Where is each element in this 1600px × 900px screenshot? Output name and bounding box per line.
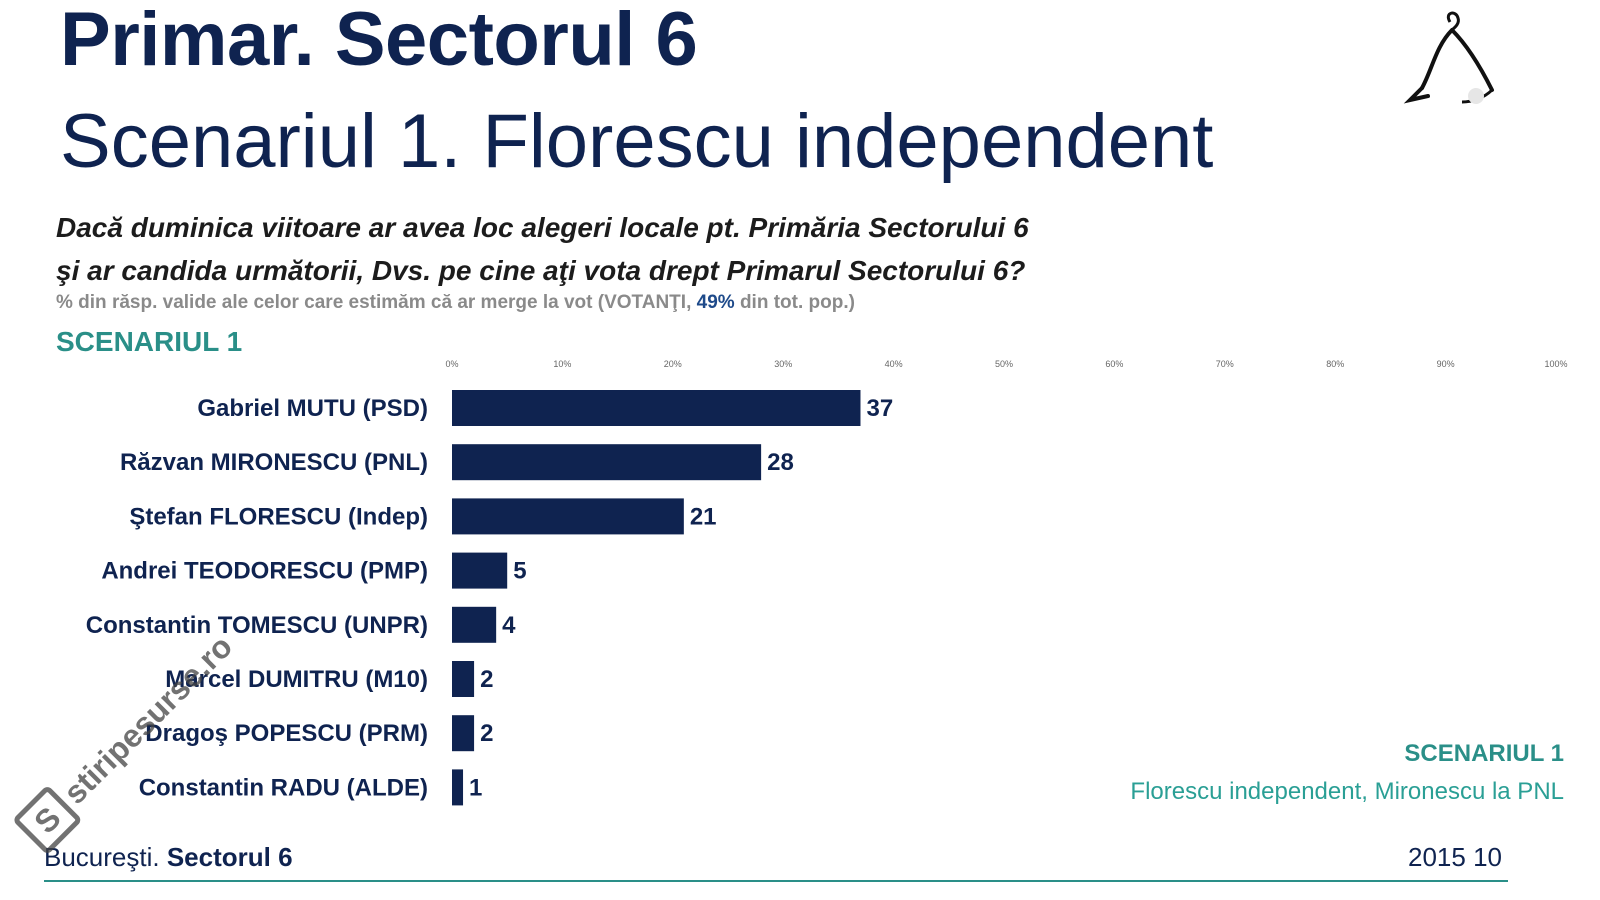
value-label: 5 (513, 558, 526, 585)
question-line-2: şi ar candida următorii, Dvs. pe cine aţ… (56, 255, 1026, 286)
x-tick-label: 50% (995, 359, 1013, 369)
footer-divider (44, 880, 1508, 882)
category-label: Andrei TEODORESCU (PMP) (101, 558, 428, 585)
page-title: Primar. Sectorul 6 (60, 0, 698, 82)
category-label: Constantin TOMESCU (UNPR) (86, 612, 428, 639)
category-label: Gabriel MUTU (PSD) (197, 395, 428, 422)
side-scenario-description: Florescu independent, Mironescu la PNL (1130, 778, 1564, 805)
value-label: 1 (469, 774, 482, 801)
x-tick-label: 30% (774, 359, 792, 369)
bar (452, 661, 475, 697)
footer-location: Bucureşti. Sectorul 6 (44, 842, 293, 873)
category-label: Constantin RADU (ALDE) (139, 774, 428, 801)
x-tick-label: 10% (553, 359, 571, 369)
value-label: 4 (502, 612, 516, 639)
x-tick-label: 20% (664, 359, 682, 369)
x-tick-label: 100% (1544, 359, 1567, 369)
x-tick-label: 40% (885, 359, 903, 369)
category-label: Ştefan FLORESCU (Indep) (129, 503, 428, 530)
sample-note: % din răsp. valide ale celor care estimă… (56, 292, 855, 314)
question-line-1: Dacă duminica viitoare ar avea loc alege… (56, 212, 1029, 243)
category-label: Răzvan MIRONESCU (PNL) (120, 449, 428, 476)
page-subtitle: Scenariul 1. Florescu independent (60, 99, 1214, 184)
x-tick-label: 0% (445, 359, 458, 369)
bar (452, 552, 508, 589)
side-scenario-label: SCENARIUL 1 (1404, 740, 1564, 767)
note-suffix: din tot. pop.) (734, 292, 855, 313)
bar (452, 606, 497, 643)
value-label: 21 (690, 503, 717, 530)
bar (452, 769, 464, 806)
bar (452, 715, 475, 752)
note-highlight: 49% (696, 292, 735, 313)
value-label: 37 (866, 395, 893, 422)
bar (452, 444, 762, 481)
note-prefix: % din răsp. valide ale celor care estimă… (56, 292, 697, 313)
x-tick-label: 70% (1216, 359, 1234, 369)
category-label: Marcel DUMITRU (M10) (165, 666, 428, 693)
footer-city: Bucureşti. (44, 842, 160, 872)
survey-question: Dacă duminica viitoare ar avea loc alege… (56, 206, 1029, 292)
x-tick-label: 90% (1437, 359, 1455, 369)
footer-sector: Sectorul 6 (166, 842, 293, 872)
scenario-label: SCENARIUL 1 (56, 326, 243, 357)
bar (452, 390, 861, 426)
category-label: Dragoş POPESCU (PRM) (145, 720, 428, 747)
x-tick-label: 60% (1105, 359, 1123, 369)
footer-date: 2015 10 (1408, 842, 1502, 872)
value-label: 2 (480, 720, 493, 747)
value-label: 28 (767, 449, 794, 476)
x-tick-label: 80% (1326, 359, 1344, 369)
hiker-logo-icon (1403, 11, 1494, 104)
value-label: 2 (480, 666, 493, 693)
bar-chart: 0% 10% 20% 30% 40% 50% 60% 70% 80% 90% 100% Gabriel… (86, 359, 1568, 806)
bar (452, 498, 684, 535)
